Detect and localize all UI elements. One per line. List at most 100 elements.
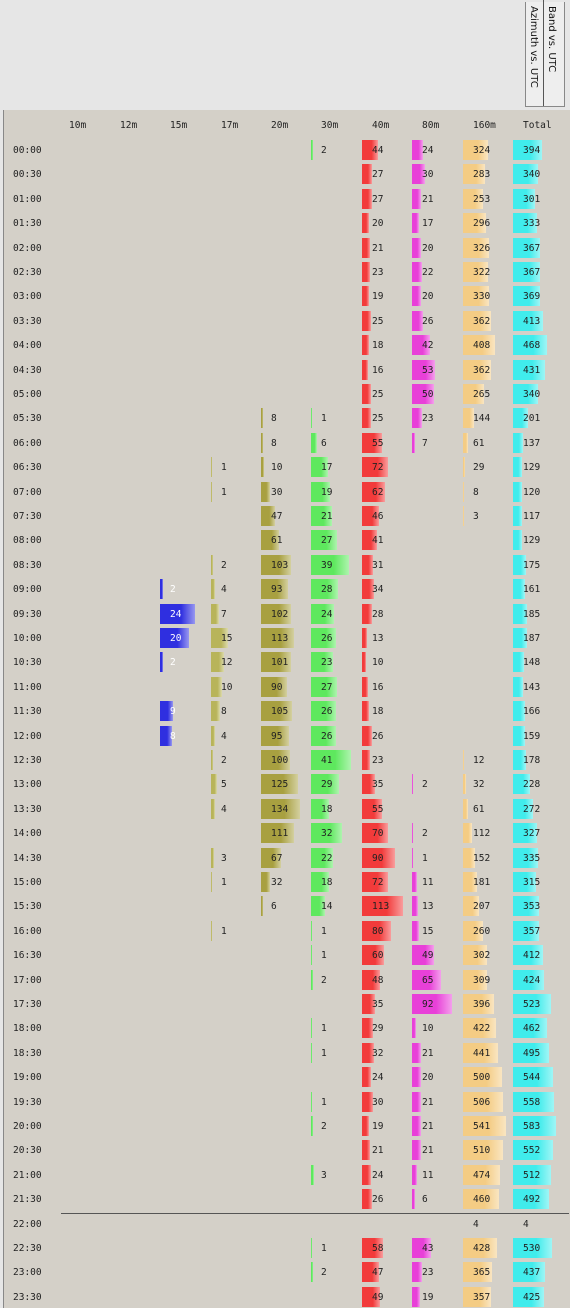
cell-value-30m: 18 [321,803,333,815]
cell-value-total: 178 [523,755,541,766]
bar-30m [311,872,329,892]
bar-total [513,140,542,160]
bar-40m [362,1018,373,1039]
bar-40m [362,1091,373,1112]
cell-value-total: 462 [523,1023,541,1035]
bar-30m [311,969,313,990]
cell-value-40m: 18 [372,340,384,352]
bar-160m [463,823,472,844]
bar-40m [362,750,370,770]
bar-40m [362,213,369,234]
bar-17m [211,579,215,600]
cell-value-160m: 296 [473,218,491,230]
cell-value-160m: 12 [473,755,485,766]
bar-160m [463,1164,500,1185]
bar-40m [362,1286,380,1307]
cell-value-80m: 21 [422,1047,434,1059]
cell-value-20m: 125 [271,779,289,791]
cell-value-17m: 15 [221,633,233,644]
bar-total [513,530,522,551]
cell-value-80m: 11 [422,877,434,888]
cell-value-15m: 2 [170,584,176,596]
cell-value-160m: 474 [473,1169,491,1181]
tab-azimuth-vs-utc[interactable]: Azimuth vs. UTC [525,2,545,107]
time-label: 20:00 [13,1121,42,1132]
bar-40m [362,603,372,624]
bar-total [513,359,545,380]
cell-value-15m: 20 [170,633,182,644]
bar-17m [211,872,212,892]
bar-20m [261,432,263,453]
bar-80m [412,335,430,356]
cell-value-40m: 48 [372,974,384,986]
bar-30m [311,1091,312,1112]
cell-value-40m: 47 [372,1267,384,1279]
cell-value-40m: 49 [372,1291,384,1303]
bar-40m [362,310,371,331]
cell-value-total: 175 [523,559,541,571]
bar-80m [412,872,417,892]
column-header-17m: 17m [221,120,239,131]
cell-value-30m: 26 [321,730,333,742]
bar-40m [362,823,388,844]
time-label: 13:30 [13,803,42,815]
bar-160m [463,432,468,453]
cell-value-160m: 441 [473,1047,491,1059]
bar-40m [362,359,368,380]
bar-total [513,481,522,502]
bar-80m [412,1286,420,1307]
cell-value-160m: 207 [473,901,491,913]
cell-value-20m: 90 [271,681,283,693]
time-label: 08:00 [13,535,42,547]
bar-17m [211,725,215,746]
cell-value-20m: 95 [271,730,283,742]
cell-value-160m: 324 [473,145,491,156]
bar-total [513,945,543,966]
cell-value-total: 394 [523,145,541,156]
tab-band-vs-utc[interactable]: Band vs. UTC [543,0,565,107]
cell-value-40m: 25 [372,389,384,400]
cell-value-160m: 260 [473,925,491,937]
bar-20m [261,628,294,648]
cell-value-40m: 19 [372,291,384,303]
bar-160m [463,847,475,868]
cell-value-40m: 80 [372,925,384,937]
cell-value-40m: 72 [372,462,384,474]
bar-40m [362,1140,370,1161]
cell-value-40m: 46 [372,511,384,522]
bar-20m [261,774,298,795]
column-header-12m: 12m [120,120,138,131]
bar-30m [311,628,336,648]
cell-value-30m: 1 [321,413,327,425]
cell-value-total: 468 [523,340,541,352]
bar-total [513,1067,553,1088]
cell-value-160m: 500 [473,1072,491,1084]
bar-160m [463,798,468,819]
cell-value-40m: 41 [372,535,384,547]
cell-value-30m: 1 [321,1047,327,1059]
cell-value-40m: 23 [372,755,384,766]
time-label: 15:00 [13,877,42,888]
cell-value-total: 492 [523,1194,541,1206]
cell-value-80m: 50 [422,389,434,400]
cell-value-80m: 7 [422,437,428,449]
bar-80m [412,1091,421,1112]
bar-80m [412,896,418,917]
time-label: 03:00 [13,291,42,303]
cell-value-20m: 100 [271,755,289,766]
cell-value-40m: 34 [372,584,384,596]
cell-value-80m: 10 [422,1023,434,1035]
cell-value-40m: 21 [372,1145,384,1157]
bar-20m [261,725,289,746]
cell-value-20m: 103 [271,559,289,571]
bar-160m [463,1091,503,1112]
bar-20m [261,408,263,429]
bar-80m [412,945,434,966]
cell-value-17m: 4 [221,730,227,742]
bar-80m [412,384,434,404]
cell-value-160m: 61 [473,437,485,449]
bar-total [513,237,540,258]
cell-value-17m: 1 [221,462,227,474]
cell-value-30m: 3 [321,1169,327,1181]
time-label: 06:00 [13,437,42,449]
